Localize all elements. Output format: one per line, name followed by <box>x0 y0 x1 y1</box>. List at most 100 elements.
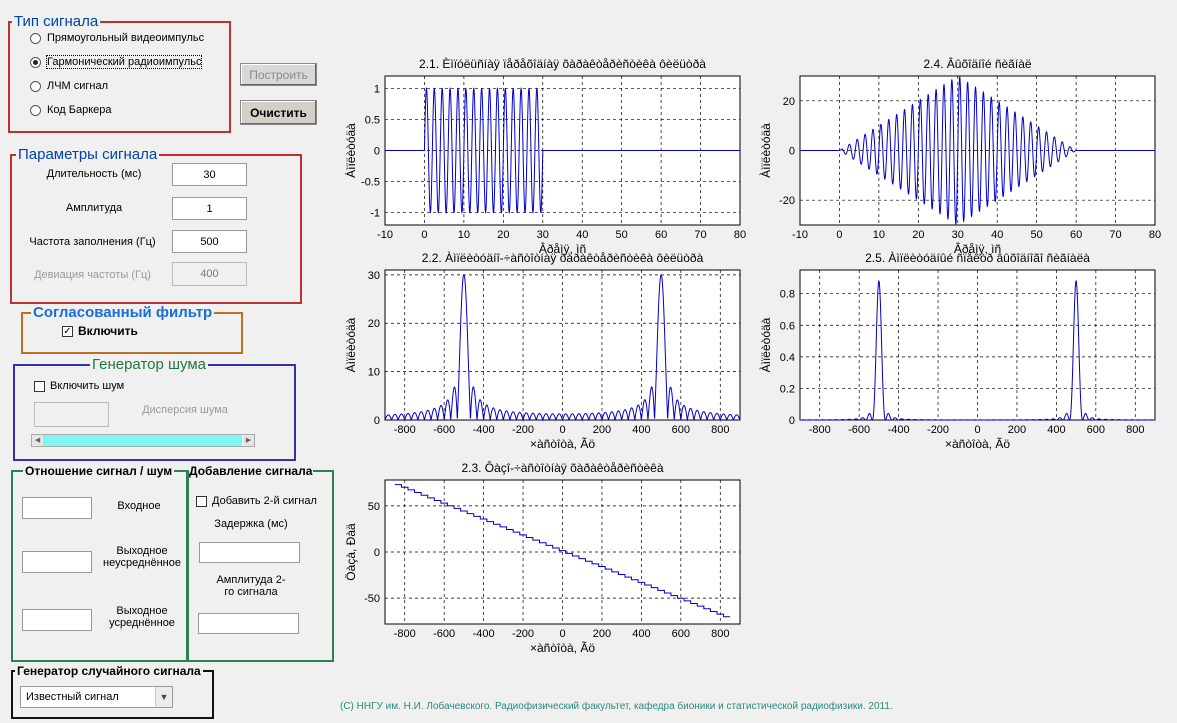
clear-button[interactable]: Очистить <box>240 100 317 125</box>
x-tick-label: -800 <box>809 424 831 436</box>
snr-title: Отношение сигнал / шум <box>25 464 173 478</box>
add-signal-title: Добавление сигнала <box>189 464 313 478</box>
slider-left-arrow-icon[interactable]: ◀ <box>32 435 43 446</box>
y-tick-label: -20 <box>779 195 795 207</box>
x-tick-label: -200 <box>927 424 949 436</box>
radio-option-2[interactable]: Гармонический радиоимпульс <box>30 55 203 69</box>
amplitude-label: Амплитуда <box>65 202 123 214</box>
snr-output-raw-label: Выходное неусреднённое <box>103 545 181 569</box>
y-axis-label: Ôàçà, Ðàä <box>345 523 358 581</box>
random-gen-select[interactable]: Известный сигнал ▼ <box>20 686 173 708</box>
x-tick-label: -400 <box>473 424 495 436</box>
y-tick-label: 20 <box>368 318 380 330</box>
x-tick-label: 40 <box>576 229 588 241</box>
noise-slider-track <box>43 435 242 446</box>
chart-title: 2.4. Âûõîäíîé ñèãíàë <box>923 56 1031 71</box>
footer-copyright: (С) ННГУ им. Н.И. Лобачевского. Радиофиз… <box>340 701 893 712</box>
x-tick-label: -200 <box>512 424 534 436</box>
radio-option-label: Гармонический радиоимпульс <box>45 55 203 69</box>
x-axis-label: Âðåìÿ, ìñ <box>539 241 586 256</box>
x-tick-label: 20 <box>497 229 509 241</box>
x-axis-label: ×àñòîòà, Ãö <box>530 641 595 655</box>
checkbox-empty-icon <box>34 380 45 392</box>
radio-option-1[interactable]: Прямоугольный видеоимпульс <box>30 32 204 44</box>
y-axis-label: Àìïëèòóäà <box>758 123 773 178</box>
chart-p23: -800 -600 -400 -200 0 200 400 600 800 -50 0 50 2.3. … <box>345 460 741 655</box>
duration-field[interactable]: 30 <box>172 163 247 186</box>
snr-output-raw-field[interactable] <box>22 551 92 573</box>
y-tick-label: 0.5 <box>365 114 380 126</box>
series-line <box>385 87 740 214</box>
deviation-field[interactable]: 400 <box>172 262 247 286</box>
series-line <box>384 274 741 422</box>
noise-slider[interactable]: ◀ ▶ <box>31 434 255 447</box>
amp2-label: Амплитуда 2-го сигнала <box>216 574 286 598</box>
x-tick-label: 50 <box>1031 229 1043 241</box>
radio-empty-icon <box>30 104 41 116</box>
x-tick-label: -200 <box>512 628 534 640</box>
snr-output-avg-field[interactable] <box>22 609 92 631</box>
x-tick-label: 0 <box>836 229 842 241</box>
x-tick-label: 10 <box>873 229 885 241</box>
x-axis-label: Âðåìÿ, ìñ <box>954 241 1001 256</box>
amp2-field[interactable] <box>198 613 299 634</box>
noise-variance-field[interactable] <box>34 402 109 427</box>
x-tick-label: -800 <box>394 628 416 640</box>
signal-type-title: Тип сигнала <box>14 13 99 30</box>
chevron-down-icon[interactable]: ▼ <box>155 687 172 707</box>
duration-label: Длительность (мс) <box>46 168 142 180</box>
random-gen-title: Генератор случайного сигнала <box>17 664 201 678</box>
radio-option-3[interactable]: ЛЧМ сигнал <box>30 80 108 92</box>
x-tick-label: 200 <box>1008 424 1026 436</box>
y-tick-label: 50 <box>368 501 380 513</box>
snr-input-field[interactable] <box>22 497 92 519</box>
x-tick-label: 200 <box>593 424 611 436</box>
x-tick-label: 600 <box>1087 424 1105 436</box>
x-tick-label: -600 <box>848 424 870 436</box>
y-tick-label: 0 <box>789 415 795 427</box>
add-signal-checkbox[interactable]: Добавить 2-й сигнал <box>196 495 317 507</box>
x-tick-label: -600 <box>433 628 455 640</box>
delay-label: Задержка (мс) <box>214 518 288 530</box>
radio-option-4[interactable]: Код Баркера <box>30 104 112 116</box>
x-tick-label: 60 <box>655 229 667 241</box>
slider-right-arrow-icon[interactable]: ▶ <box>243 435 254 446</box>
noise-generator-group: Генератор шума <box>13 356 296 461</box>
frequency-field[interactable]: 500 <box>172 230 247 253</box>
filter-enable-checkbox[interactable]: ✓ Включить <box>62 324 138 338</box>
charts-area: -10 0 10 20 30 40 50 60 70 80 -1 -0.5 0 0.5 1 2.1. Èìïó… <box>345 56 1161 655</box>
add-signal-group: Добавление сигнала <box>186 464 334 662</box>
y-tick-label: 0.6 <box>780 320 795 332</box>
matched-filter-group: Согласованный фильтр <box>21 304 243 354</box>
x-tick-label: 0 <box>559 424 565 436</box>
x-axis-label: ×àñòîòà, Ãö <box>530 437 595 451</box>
matched-filter-title: Согласованный фильтр <box>33 304 213 321</box>
x-tick-label: 0 <box>974 424 980 436</box>
chart-p21: -10 0 10 20 30 40 50 60 70 80 -1 -0.5 0 0.5 1 2.1. Èìïó… <box>345 56 746 256</box>
chart-title: 2.5. Àìïëèòóäíûé ñïåêòð âûõîäíîãî ñèãíàë… <box>865 250 1090 265</box>
x-tick-label: -10 <box>377 229 393 241</box>
y-axis-label: Àìïëèòóäà <box>345 317 358 372</box>
x-tick-label: 80 <box>734 229 746 241</box>
signal-params-group: Параметры сигнала <box>10 146 302 304</box>
x-tick-label: 600 <box>672 424 690 436</box>
y-tick-label: -1 <box>370 208 380 220</box>
x-tick-label: 200 <box>593 628 611 640</box>
y-tick-label: -0.5 <box>361 177 380 189</box>
x-tick-label: 800 <box>1126 424 1144 436</box>
x-tick-label: -400 <box>888 424 910 436</box>
amplitude-field[interactable]: 1 <box>172 197 247 220</box>
y-tick-label: 0.8 <box>780 289 795 301</box>
random-gen-selected: Известный сигнал <box>26 691 119 703</box>
build-button[interactable]: Построить <box>240 63 317 86</box>
x-tick-label: 30 <box>952 229 964 241</box>
noise-enable-checkbox[interactable]: Включить шум <box>34 380 124 392</box>
x-tick-label: 60 <box>1070 229 1082 241</box>
delay-field[interactable] <box>199 542 300 563</box>
y-tick-label: 30 <box>368 270 380 282</box>
radio-empty-icon <box>30 32 41 44</box>
chart-p22: -800 -600 -400 -200 0 200 400 600 800 0 10 20 30 2.2.… <box>345 250 741 451</box>
y-tick-label: 0 <box>374 415 380 427</box>
x-tick-label: 40 <box>991 229 1003 241</box>
y-axis-label: Àìïëèòóäà <box>758 317 773 372</box>
